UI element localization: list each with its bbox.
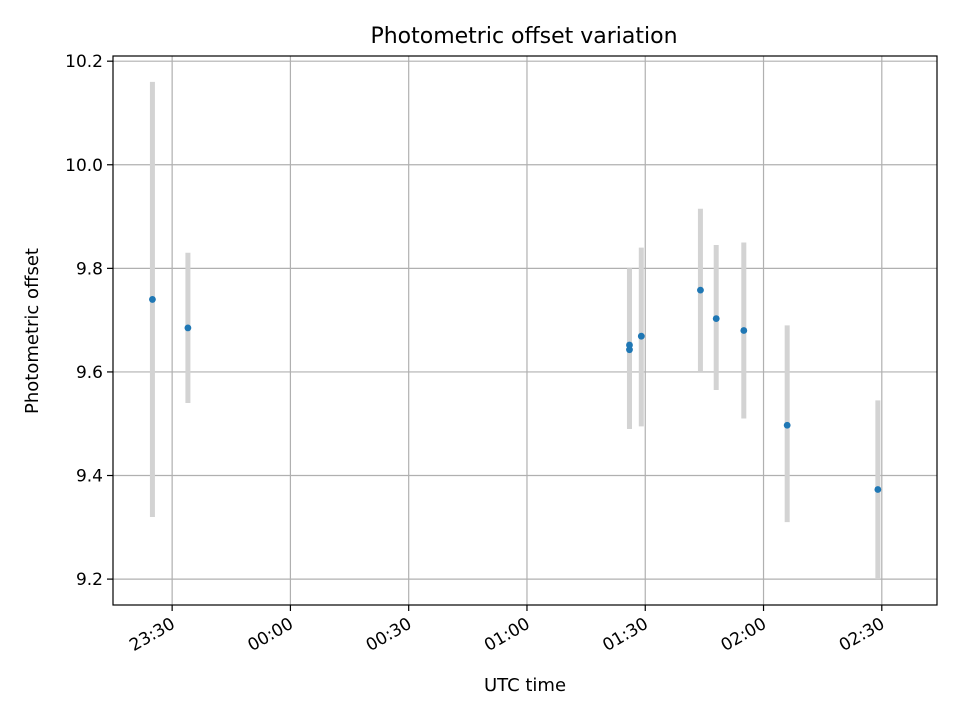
y-tick-label: 9.6 [76,363,103,383]
x-tick-label: 23:30 [126,614,178,656]
plot-frame [112,55,938,606]
x-axis-ticks: 23:30 00:00 00:30 01:00 01:30 02:00 02:30 [126,605,888,656]
data-point [626,341,633,349]
chart-title: Photometric offset variation [370,24,677,49]
x-axis-label: UTC time [484,675,566,696]
data-point [697,286,704,294]
data-point [637,332,645,340]
data-point [149,296,156,303]
y-tick-label: 9.8 [76,259,103,279]
y-axis-label: Photometric offset [22,248,43,414]
x-tick-label: 01:30 [599,614,651,656]
x-tick-label: 02:30 [836,614,888,656]
y-tick-label: 10.2 [65,52,103,72]
y-tick-label: 10.0 [65,156,103,176]
x-tick-label: 01:00 [481,614,533,656]
data-point [740,327,748,334]
y-tick-label: 9.4 [76,467,103,487]
data-points [149,286,882,493]
data-point [874,486,882,493]
data-point [783,421,791,429]
grid-lines [113,56,937,605]
y-tick-label: 9.2 [76,570,103,590]
data-point [626,346,633,354]
x-tick-label: 00:00 [244,614,296,656]
data-point [712,315,720,322]
data-point [184,324,192,332]
error-bars [149,81,881,580]
y-axis-ticks: 9.2 9.4 9.6 9.8 10.0 10.2 [65,52,113,590]
x-tick-label: 02:00 [718,614,770,656]
x-tick-label: 00:30 [363,614,415,656]
